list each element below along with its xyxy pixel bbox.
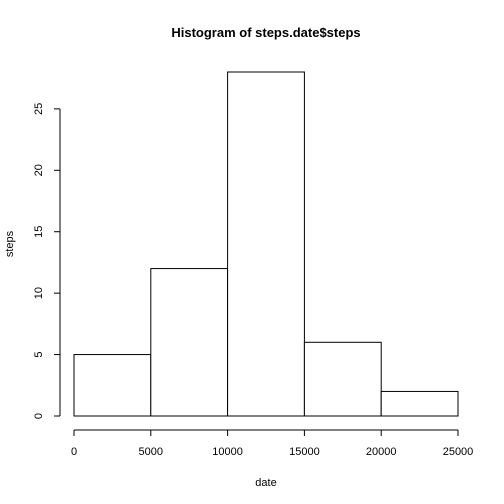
y-tick-label-15: 15: [33, 226, 45, 238]
histogram-bar-4: [303, 341, 382, 417]
x-tick-label-10000: 10000: [212, 446, 243, 458]
x-axis: 0 5000 10000 15000 20000 25000: [71, 429, 474, 458]
histogram-bar-3: [227, 71, 305, 417]
y-tick-label-25: 25: [33, 103, 45, 115]
y-axis-label: steps: [4, 230, 16, 257]
bars-group: [73, 71, 459, 417]
x-axis-label: date: [255, 477, 276, 489]
x-tick-label-5000: 5000: [139, 446, 163, 458]
histogram-bar-1: [73, 354, 152, 417]
chart-title: Histogram of steps.date$steps: [171, 25, 360, 40]
histogram-bar-2: [150, 268, 229, 417]
x-tick-label-15000: 15000: [289, 446, 320, 458]
y-axis: 0 5 10 15 20 25: [33, 103, 61, 419]
y-tick-label-10: 10: [33, 287, 45, 299]
y-tick-label-5: 5: [33, 352, 45, 358]
x-tick-label-0: 0: [71, 446, 77, 458]
histogram-bar-5: [380, 390, 459, 417]
x-tick-label-20000: 20000: [366, 446, 397, 458]
y-tick-label-0: 0: [33, 413, 45, 419]
x-tick-label-25000: 25000: [443, 446, 474, 458]
y-tick-label-20: 20: [33, 164, 45, 176]
